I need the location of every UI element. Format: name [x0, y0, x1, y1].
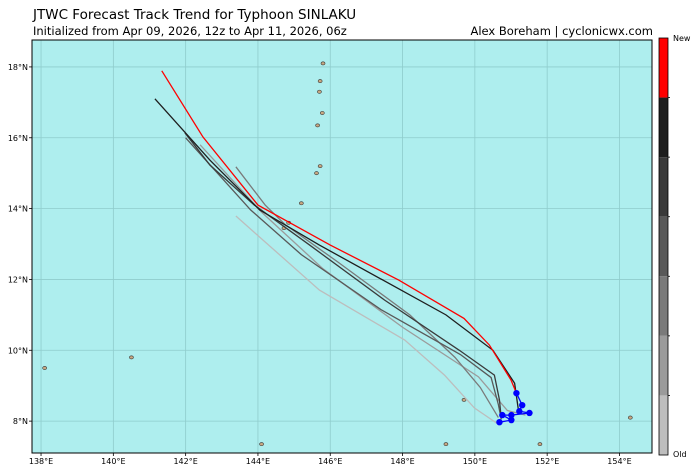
island	[628, 415, 633, 420]
lon-tick-label: 142°E	[173, 457, 197, 466]
forecast-track	[184, 132, 502, 419]
colorbar-segment	[659, 276, 668, 336]
island	[317, 79, 323, 83]
island	[42, 366, 47, 370]
island	[320, 61, 326, 66]
chart-title: JTWC Forecast Track Trend for Typhoon SI…	[33, 7, 357, 23]
observed-position-dot	[496, 418, 503, 426]
lon-tick-label: 140°E	[101, 457, 125, 466]
colorbar-segment	[659, 97, 668, 158]
island	[259, 442, 264, 447]
lat-tick-label: 16°N	[8, 134, 28, 143]
observed-position-dot	[526, 409, 533, 417]
map-frame	[31, 39, 653, 454]
colorbar-segment	[659, 335, 668, 396]
forecast-track	[199, 144, 526, 416]
forecast-track	[154, 98, 519, 409]
colorbar-segment	[659, 216, 668, 277]
island	[537, 442, 543, 447]
lon-tick-label: 152°E	[535, 457, 559, 466]
colorbar-segment	[659, 38, 668, 98]
island	[317, 89, 322, 94]
observed-position-dot	[499, 411, 506, 419]
lon-tick-label: 148°E	[390, 457, 414, 466]
island	[129, 355, 134, 360]
island	[443, 442, 449, 447]
lon-tick-label: 154°E	[607, 457, 631, 466]
observed-position-dot	[508, 411, 515, 419]
colorbar-new-label: New	[673, 34, 691, 43]
colorbar-frame	[658, 37, 669, 456]
island	[315, 123, 320, 128]
lon-tick-label: 138°E	[29, 457, 53, 466]
colorbar-segment	[659, 395, 668, 455]
island	[461, 397, 467, 402]
lon-tick-label: 144°E	[246, 457, 270, 466]
forecast-track	[235, 166, 499, 418]
colorbar-segment	[659, 157, 668, 217]
lat-tick-label: 12°N	[8, 275, 28, 284]
observed-position-dot	[508, 416, 515, 424]
lon-tick-label: 150°E	[463, 457, 487, 466]
lat-tick-label: 18°N	[8, 63, 28, 72]
forecast-track	[185, 137, 502, 420]
observed-position-dot	[519, 401, 526, 409]
lat-tick-label: 14°N	[8, 205, 28, 214]
colorbar-old-label: Old	[673, 450, 687, 459]
credit-text: Alex Boreham | cyclonicwx.com	[470, 24, 653, 38]
island	[314, 171, 319, 176]
island	[319, 111, 325, 115]
observed-position-dot	[516, 408, 523, 415]
ocean-background	[32, 40, 652, 453]
chart-subtitle: Initialized from Apr 09, 2026, 12z to Ap…	[33, 24, 347, 38]
island	[299, 201, 304, 206]
lat-tick-label: 10°N	[8, 346, 28, 355]
lat-tick-label: 8°N	[13, 417, 28, 426]
forecast-track	[235, 215, 500, 426]
lon-tick-label: 146°E	[318, 457, 342, 466]
island	[317, 164, 323, 168]
observed-position-dot	[513, 389, 520, 397]
forecast-track	[161, 70, 518, 394]
